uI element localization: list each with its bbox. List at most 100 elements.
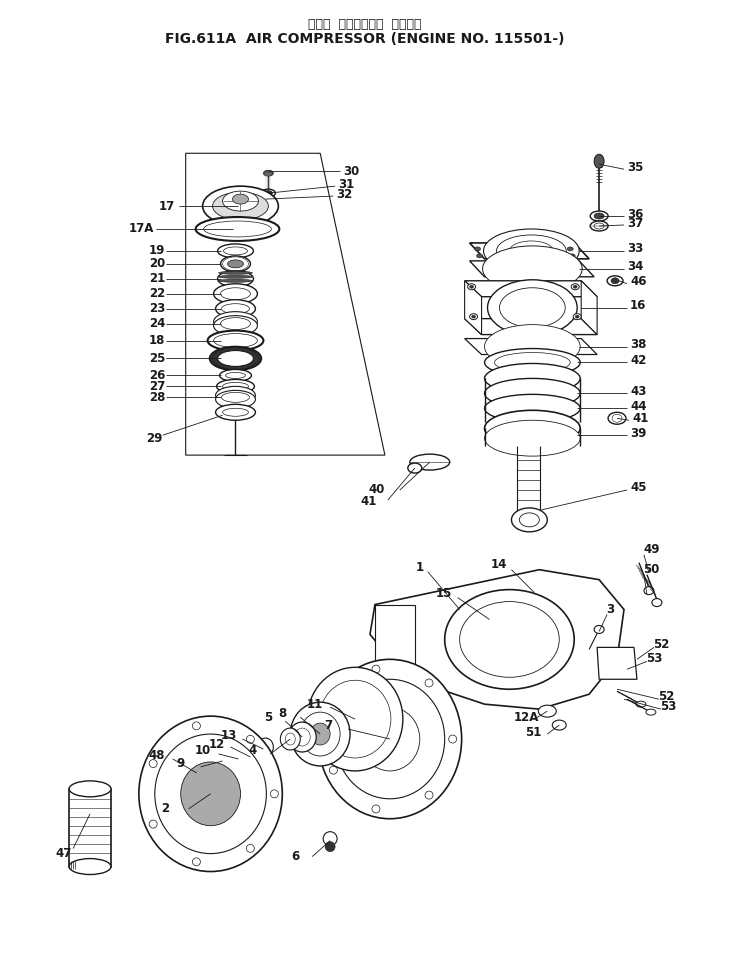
Ellipse shape <box>561 591 567 595</box>
Text: 53: 53 <box>660 700 676 712</box>
Ellipse shape <box>646 709 656 715</box>
Ellipse shape <box>69 858 111 875</box>
Ellipse shape <box>230 748 246 766</box>
Bar <box>69 789 111 867</box>
Ellipse shape <box>538 705 556 717</box>
Ellipse shape <box>330 703 337 712</box>
Ellipse shape <box>323 832 337 846</box>
Ellipse shape <box>442 599 537 639</box>
Ellipse shape <box>590 211 608 221</box>
Ellipse shape <box>575 315 579 318</box>
Ellipse shape <box>594 626 604 633</box>
Ellipse shape <box>246 736 254 743</box>
Text: 28: 28 <box>149 391 165 404</box>
Text: 46: 46 <box>630 275 646 288</box>
Text: 8: 8 <box>279 706 287 720</box>
Ellipse shape <box>444 590 575 689</box>
Ellipse shape <box>196 217 279 241</box>
Ellipse shape <box>189 762 205 780</box>
Ellipse shape <box>460 601 559 677</box>
Polygon shape <box>465 281 482 335</box>
Ellipse shape <box>222 382 249 390</box>
Text: 37: 37 <box>627 217 643 230</box>
Polygon shape <box>469 261 594 276</box>
Ellipse shape <box>265 198 273 201</box>
Text: 9: 9 <box>177 757 185 771</box>
Text: 31: 31 <box>338 178 355 191</box>
Text: 7: 7 <box>324 719 333 732</box>
Ellipse shape <box>408 463 422 473</box>
Ellipse shape <box>494 352 570 373</box>
Ellipse shape <box>226 373 246 378</box>
Polygon shape <box>465 339 597 354</box>
Ellipse shape <box>215 751 232 771</box>
Text: 2: 2 <box>161 803 169 815</box>
Ellipse shape <box>216 390 255 409</box>
Ellipse shape <box>510 241 553 261</box>
Ellipse shape <box>288 722 317 752</box>
Ellipse shape <box>330 766 337 775</box>
Text: 14: 14 <box>491 559 507 571</box>
Ellipse shape <box>181 762 240 826</box>
Text: 45: 45 <box>630 482 646 494</box>
Ellipse shape <box>244 748 257 762</box>
Ellipse shape <box>612 414 622 422</box>
Ellipse shape <box>222 191 258 211</box>
Ellipse shape <box>488 280 577 336</box>
Text: 27: 27 <box>149 379 165 393</box>
Ellipse shape <box>360 707 420 771</box>
Ellipse shape <box>221 392 249 402</box>
Ellipse shape <box>262 196 276 202</box>
Ellipse shape <box>512 586 556 603</box>
Ellipse shape <box>149 760 157 768</box>
Ellipse shape <box>155 734 266 853</box>
Polygon shape <box>581 281 597 335</box>
Ellipse shape <box>485 348 580 377</box>
Text: 4: 4 <box>249 744 257 758</box>
Text: 52: 52 <box>658 690 674 703</box>
Ellipse shape <box>290 703 350 766</box>
Ellipse shape <box>485 378 580 409</box>
Ellipse shape <box>235 752 243 762</box>
Ellipse shape <box>216 386 255 405</box>
Ellipse shape <box>325 842 335 851</box>
Text: 51: 51 <box>526 726 542 739</box>
Ellipse shape <box>219 370 251 381</box>
Text: 16: 16 <box>630 299 646 312</box>
Ellipse shape <box>496 234 567 267</box>
Polygon shape <box>375 604 414 694</box>
Ellipse shape <box>219 279 252 282</box>
Ellipse shape <box>335 679 444 799</box>
Text: 40: 40 <box>368 484 385 496</box>
Text: 52: 52 <box>653 638 670 651</box>
Ellipse shape <box>477 254 482 258</box>
Ellipse shape <box>224 247 248 255</box>
Text: 29: 29 <box>146 432 162 445</box>
Ellipse shape <box>471 315 476 318</box>
Text: 13: 13 <box>221 729 237 741</box>
Text: 24: 24 <box>149 317 165 330</box>
Text: 47: 47 <box>55 847 72 860</box>
Text: 38: 38 <box>630 338 646 351</box>
Ellipse shape <box>218 350 254 367</box>
Ellipse shape <box>608 413 626 424</box>
Ellipse shape <box>501 581 565 608</box>
Ellipse shape <box>265 191 273 196</box>
Text: エアー  コンプレッサ  適用号機: エアー コンプレッサ 適用号機 <box>308 18 422 31</box>
Ellipse shape <box>202 186 279 226</box>
Ellipse shape <box>573 285 577 288</box>
Ellipse shape <box>485 420 580 456</box>
Ellipse shape <box>485 364 580 393</box>
Text: 10: 10 <box>194 744 211 758</box>
Ellipse shape <box>512 508 548 532</box>
Ellipse shape <box>213 334 257 347</box>
Polygon shape <box>490 590 577 599</box>
Ellipse shape <box>257 748 268 762</box>
Text: 48: 48 <box>149 749 165 763</box>
Polygon shape <box>370 569 624 709</box>
Text: 49: 49 <box>643 543 659 557</box>
Ellipse shape <box>210 346 262 371</box>
Text: 20: 20 <box>149 257 165 270</box>
Ellipse shape <box>227 260 243 268</box>
Ellipse shape <box>318 660 462 818</box>
